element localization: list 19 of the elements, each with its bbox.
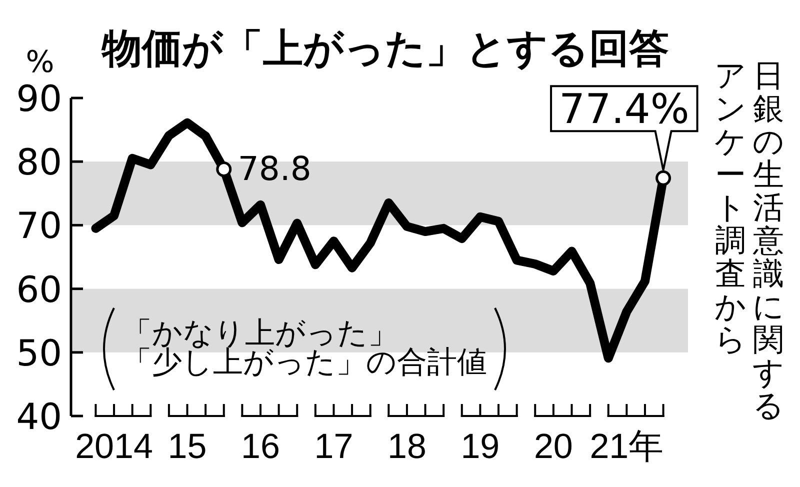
text: 日銀の生活意識に関するアンケート調査から — [714, 58, 784, 424]
y-tick-label: 70 — [16, 206, 62, 248]
y-tick-label: 60 — [16, 270, 62, 311]
data-label: 77.4% — [559, 85, 690, 134]
x-tick-label: 18 — [387, 427, 426, 466]
y-tick-label: 40 — [16, 397, 62, 438]
x-tick-label: 21年 — [590, 427, 664, 466]
x-tick-label: 19 — [460, 427, 500, 466]
data-label: 78.8 — [238, 149, 312, 188]
x-tick-label: 17 — [314, 427, 354, 466]
x-tick-label: 2014 — [75, 427, 153, 466]
x-tick-label: 16 — [241, 427, 280, 466]
chart-title: 物価が「上がった」とする回答 — [101, 26, 669, 72]
y-tick-label: 90 — [16, 79, 62, 120]
x-tick-label: 15 — [168, 427, 207, 466]
x-tick-label: 20 — [534, 427, 573, 466]
y-axis-title: % — [26, 45, 54, 80]
y-tick-label: 80 — [16, 142, 62, 184]
y-tick-label: 50 — [16, 333, 62, 374]
